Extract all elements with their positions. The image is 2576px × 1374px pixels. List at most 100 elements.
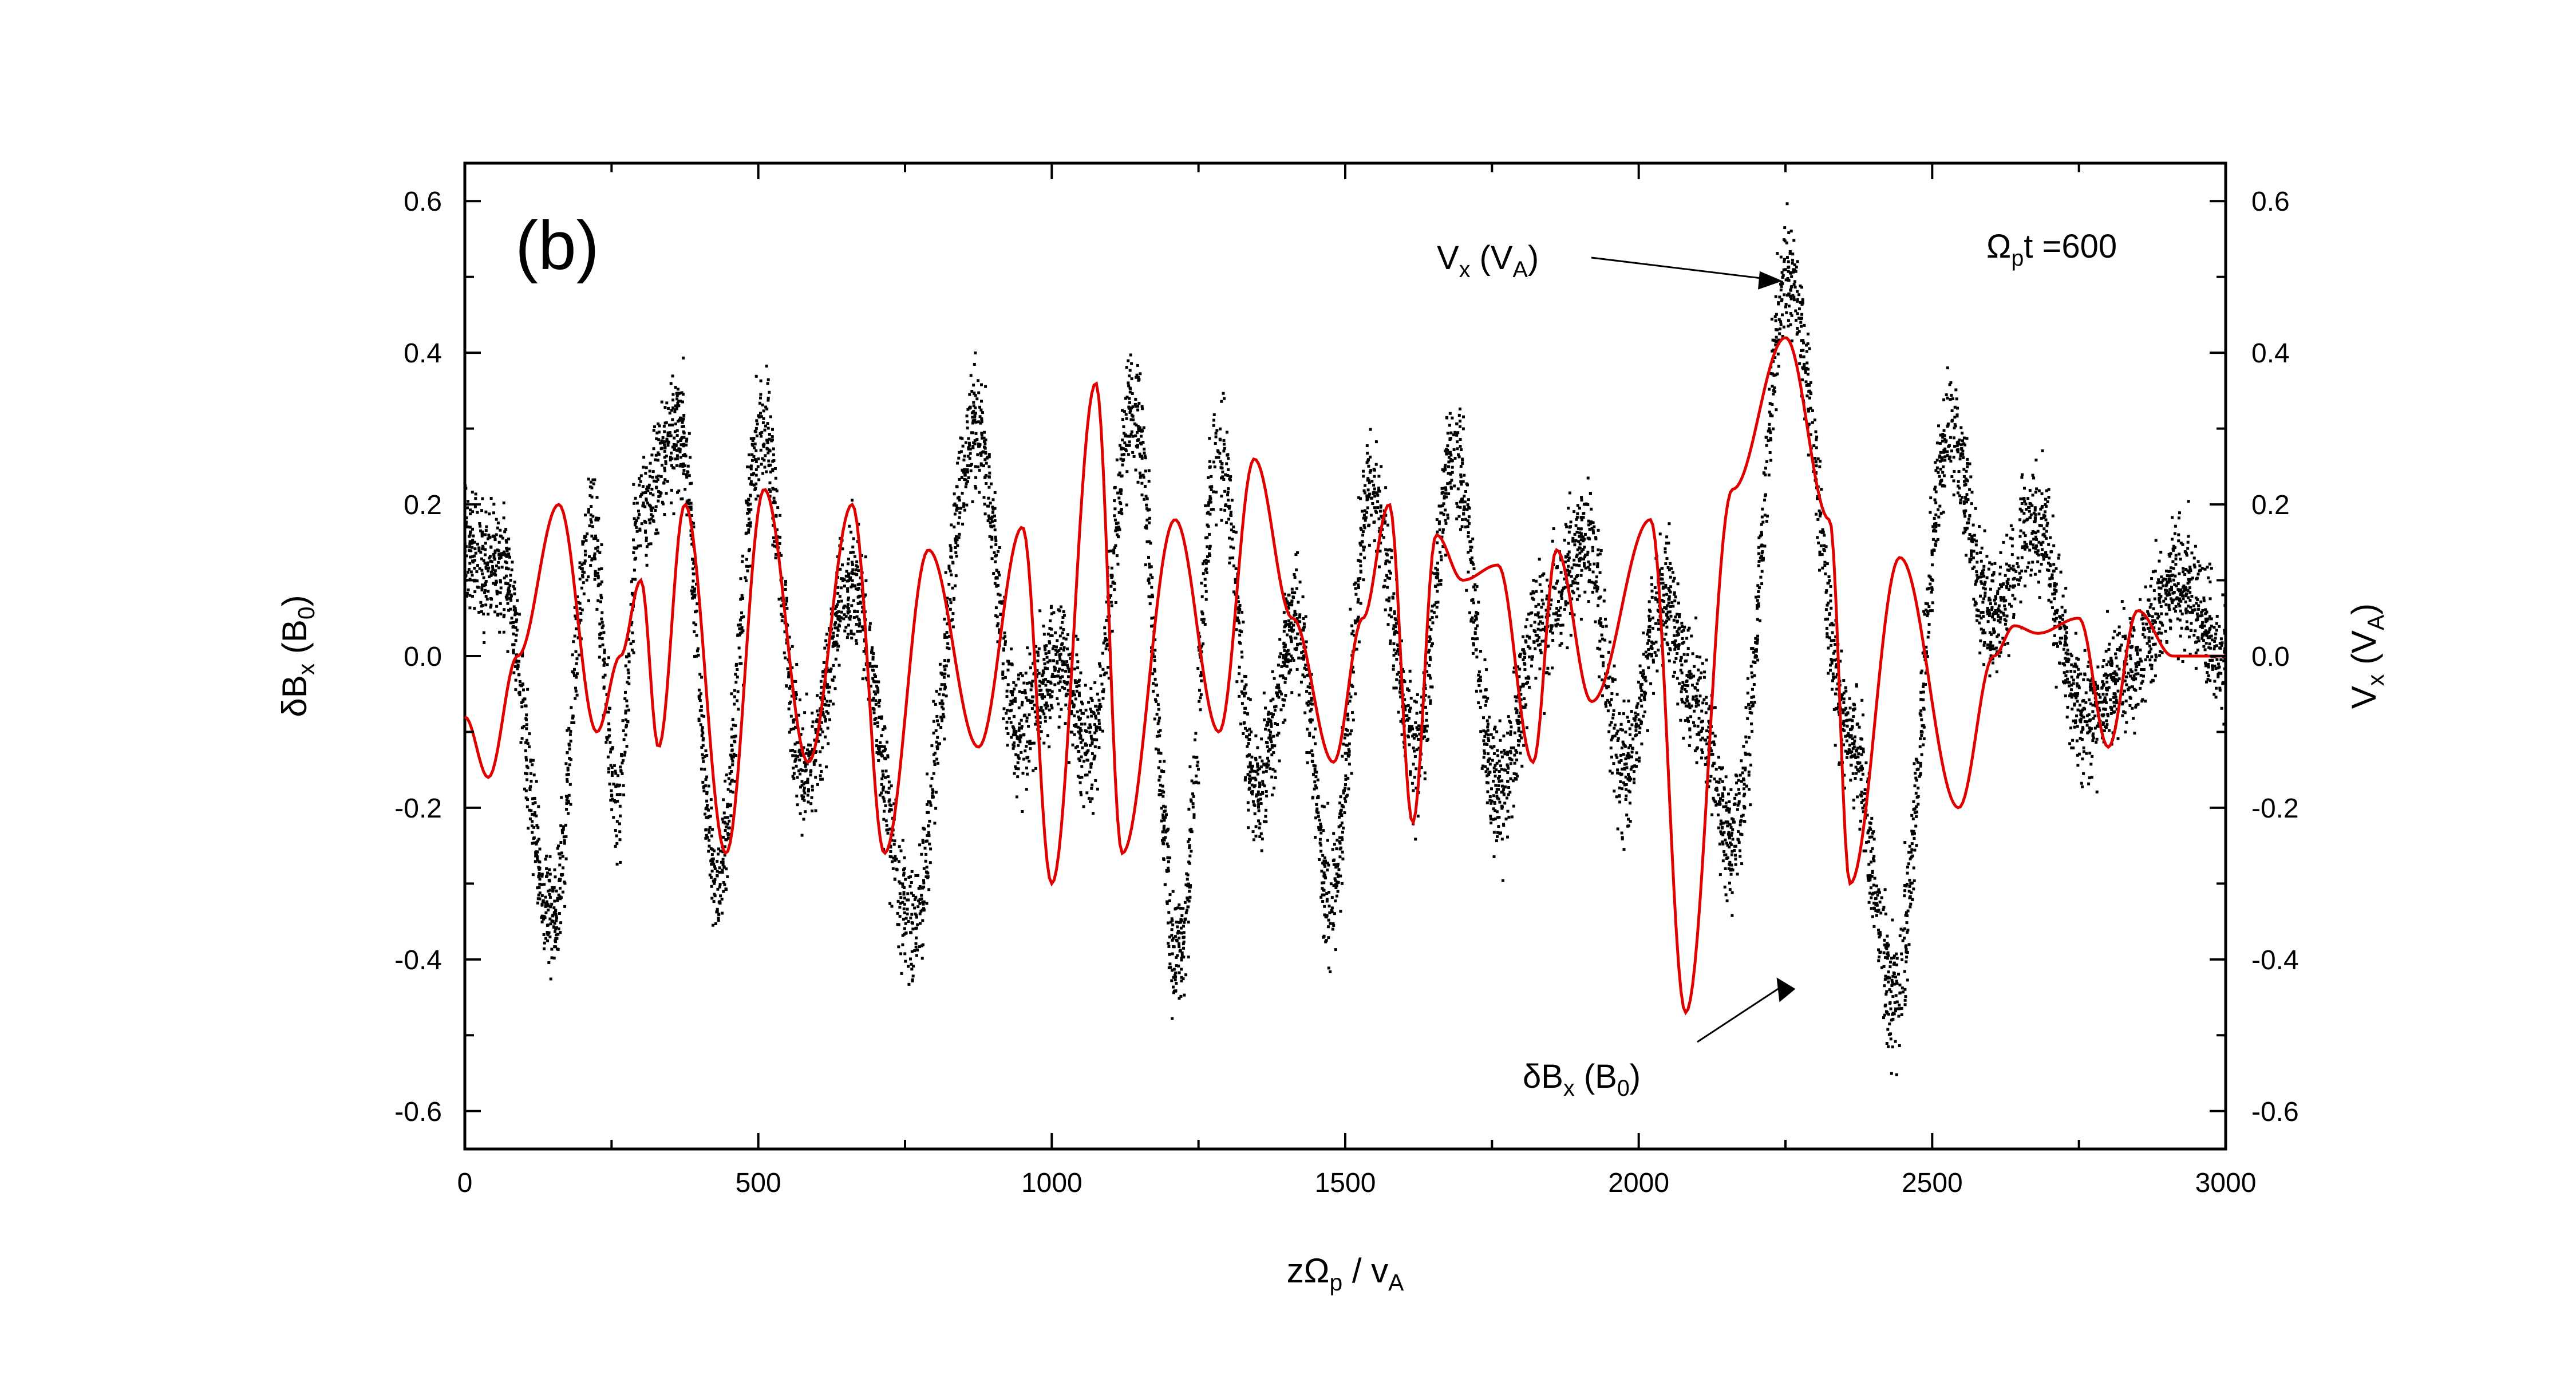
scatter-point xyxy=(1020,718,1023,722)
scatter-point xyxy=(942,665,946,668)
scatter-point xyxy=(1615,693,1619,696)
scatter-point xyxy=(652,479,655,483)
scatter-point xyxy=(1127,453,1130,456)
scatter-point xyxy=(1368,471,1372,474)
scatter-point xyxy=(785,597,788,600)
scatter-point xyxy=(1623,763,1626,766)
scatter-point xyxy=(1027,725,1030,728)
scatter-point xyxy=(854,568,858,571)
scatter-point xyxy=(1890,978,1894,982)
scatter-point xyxy=(534,860,537,863)
scatter-point xyxy=(857,523,860,526)
scatter-point xyxy=(1834,643,1837,646)
scatter-point xyxy=(1079,734,1082,737)
scatter-point xyxy=(2042,558,2045,561)
scatter-point xyxy=(594,534,597,538)
scatter-point xyxy=(1884,993,1888,996)
scatter-point xyxy=(1633,781,1635,784)
scatter-point xyxy=(1364,519,1367,522)
scatter-point xyxy=(1467,506,1471,509)
scatter-point xyxy=(2150,603,2153,606)
scatter-point xyxy=(1725,842,1728,845)
scatter-point xyxy=(1846,752,1849,755)
scatter-point xyxy=(844,574,848,578)
scatter-point xyxy=(2047,496,2050,499)
scatter-point xyxy=(1314,816,1317,820)
scatter-point xyxy=(1780,271,1784,274)
scatter-point xyxy=(2192,563,2196,567)
scatter-point xyxy=(1730,914,1734,917)
scatter-point xyxy=(1335,872,1338,875)
scatter-point xyxy=(1996,590,2000,593)
scatter-point xyxy=(1573,563,1576,567)
scatter-point xyxy=(634,496,637,500)
scatter-point xyxy=(1202,572,1205,575)
scatter-point xyxy=(2025,546,2029,549)
scatter-point xyxy=(640,493,643,496)
scatter-point xyxy=(2194,544,2197,548)
scatter-point xyxy=(1925,609,1928,611)
scatter-point xyxy=(2176,617,2179,621)
scatter-point xyxy=(1314,742,1317,745)
scatter-point xyxy=(1073,693,1076,697)
scatter-point xyxy=(1066,666,1070,669)
scatter-point xyxy=(1871,831,1874,835)
scatter-point xyxy=(538,866,542,870)
scatter-point xyxy=(1898,984,1902,987)
scatter-point xyxy=(1952,456,1955,459)
scatter-point xyxy=(685,513,689,516)
scatter-point xyxy=(991,498,995,502)
scatter-point xyxy=(1282,676,1285,680)
scatter-point xyxy=(954,551,958,554)
scatter-point xyxy=(951,586,954,590)
scatter-point xyxy=(840,586,843,590)
scatter-point xyxy=(469,512,472,516)
scatter-point xyxy=(1168,856,1172,859)
scatter-point xyxy=(1905,921,1909,925)
scatter-point xyxy=(516,599,519,602)
scatter-point xyxy=(1989,587,1992,591)
scatter-point xyxy=(1148,562,1151,566)
scatter-point xyxy=(2168,574,2171,578)
scatter-point xyxy=(1586,503,1590,506)
scatter-point xyxy=(1551,539,1554,543)
scatter-point xyxy=(1057,670,1060,673)
scatter-point xyxy=(1208,485,1212,489)
scatter-point xyxy=(1272,713,1275,716)
scatter-point xyxy=(1696,724,1700,728)
scatter-point xyxy=(1819,530,1822,534)
scatter-point xyxy=(2141,680,2144,683)
scatter-point xyxy=(2093,681,2097,684)
scatter-point xyxy=(1586,553,1589,556)
scatter-point xyxy=(675,429,679,432)
scatter-point xyxy=(871,698,874,702)
scatter-point xyxy=(772,501,775,504)
scatter-point xyxy=(1171,969,1174,972)
scatter-point xyxy=(1032,741,1036,745)
scatter-point xyxy=(918,912,922,915)
scatter-point xyxy=(823,715,827,718)
scatter-point xyxy=(1097,712,1100,715)
scatter-point xyxy=(1302,625,1306,629)
scatter-point xyxy=(1730,853,1733,856)
scatter-point xyxy=(1506,835,1509,839)
scatter-point xyxy=(1629,768,1633,771)
scatter-point xyxy=(2007,588,2010,591)
scatter-point xyxy=(1330,906,1334,910)
scatter-point xyxy=(1094,779,1097,782)
scatter-point xyxy=(491,568,495,571)
scatter-point xyxy=(668,412,671,414)
scatter-point xyxy=(726,832,729,835)
scatter-point xyxy=(1852,708,1855,712)
scatter-point xyxy=(524,756,528,759)
scatter-point xyxy=(883,725,886,728)
scatter-point xyxy=(670,488,673,492)
scatter-point xyxy=(1340,821,1344,824)
scatter-point xyxy=(987,455,991,459)
scatter-point xyxy=(1726,843,1729,847)
scatter-point xyxy=(758,432,762,435)
scatter-point xyxy=(1059,626,1062,630)
scatter-point xyxy=(1679,718,1682,722)
scatter-point xyxy=(1611,716,1615,720)
scatter-point xyxy=(725,867,728,871)
